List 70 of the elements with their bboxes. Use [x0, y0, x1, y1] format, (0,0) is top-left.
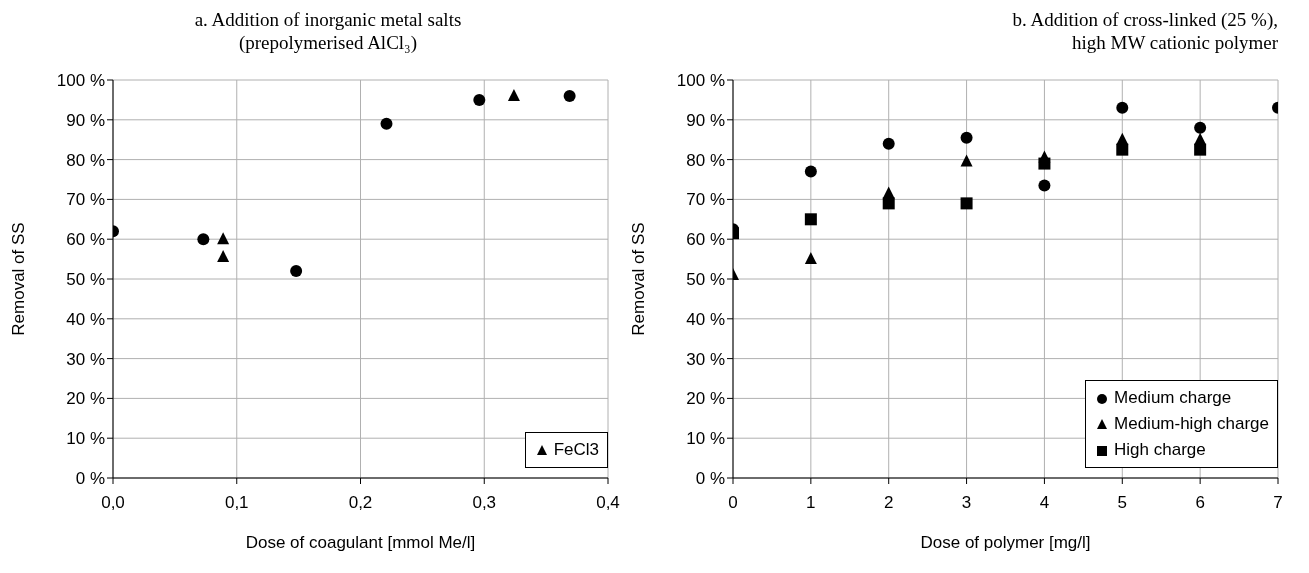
point — [960, 154, 973, 167]
x-tick-label: 0,3 — [472, 493, 497, 513]
y-tick-label: 60 % — [686, 230, 725, 250]
y-tick-label: 70 % — [686, 190, 725, 210]
y-tick-label: 0 % — [75, 469, 105, 489]
x-tick-label: 3 — [961, 493, 972, 513]
y-tick-label: 100 % — [56, 71, 105, 91]
y-tick-label: 50 % — [66, 270, 105, 290]
point — [960, 197, 973, 210]
y-tick-label: 20 % — [66, 389, 105, 409]
x-tick-label: 0,2 — [348, 493, 373, 513]
point — [882, 197, 895, 210]
point — [1116, 132, 1129, 145]
point — [804, 213, 817, 226]
point — [960, 131, 973, 144]
y-tick-label: 50 % — [686, 270, 725, 290]
y-tick-label: 40 % — [66, 309, 105, 329]
y-tick-label: 20 % — [686, 389, 725, 409]
x-tick-label: 0,1 — [224, 493, 249, 513]
y-tick-label: 10 % — [686, 429, 725, 449]
y-tick-label: 10 % — [66, 429, 105, 449]
point — [1194, 143, 1207, 156]
chart-title: a. Addition of inorganic metal salts (prepolymerised AlCl₃) — [193, 8, 463, 54]
point — [1194, 121, 1207, 134]
point — [563, 89, 576, 102]
y-tick-label: 30 % — [686, 349, 725, 369]
point — [1194, 132, 1207, 145]
point — [804, 252, 817, 265]
legend-label: High charge — [1114, 439, 1206, 461]
x-tick-label: 0,0 — [101, 493, 125, 513]
point — [197, 233, 210, 246]
y-tick-label: 80 % — [66, 150, 105, 170]
point — [882, 137, 895, 150]
point — [473, 93, 486, 106]
y-tick-label: 100 % — [676, 71, 725, 91]
chart-title: b. Addition of cross-linked (25 %), high MW cationic polymer — [1011, 8, 1278, 54]
y-tick-label: 90 % — [686, 110, 725, 130]
y-tick-label: 80 % — [686, 150, 725, 170]
x-tick-label: 0,4 — [596, 493, 620, 513]
x-tick-label: 0 — [728, 493, 738, 513]
point — [1038, 179, 1051, 192]
x-tick-label: 5 — [1117, 493, 1128, 513]
y-axis-title: Removal of SS — [9, 222, 29, 336]
point — [1116, 143, 1129, 156]
x-tick-label: 4 — [1039, 493, 1050, 513]
legend-label: FeCl3 — [553, 439, 599, 461]
point — [217, 232, 230, 245]
point — [1038, 150, 1051, 163]
point — [380, 117, 393, 130]
point — [882, 186, 895, 199]
legend-label: Medium charge — [1114, 387, 1232, 409]
y-tick-label: 0 % — [695, 469, 725, 489]
x-tick-label: 7 — [1273, 493, 1283, 513]
y-axis-title: Removal of SS — [629, 222, 649, 336]
point — [1116, 101, 1129, 114]
y-tick-label: 40 % — [686, 309, 725, 329]
point — [290, 265, 303, 278]
point — [804, 165, 817, 178]
point — [217, 250, 230, 263]
x-axis-title: Dose of coagulant [mmol Me/l] — [245, 533, 476, 552]
y-tick-label: 70 % — [66, 190, 105, 210]
legend-label: Medium-high charge — [1114, 413, 1269, 435]
x-tick-label: 6 — [1195, 493, 1205, 513]
x-tick-label: 2 — [883, 493, 894, 513]
y-tick-label: 60 % — [66, 230, 105, 250]
y-tick-label: 30 % — [66, 349, 105, 369]
x-tick-label: 1 — [806, 493, 816, 513]
x-axis-title: Dose of polymer [mg/l] — [920, 533, 1091, 552]
y-tick-label: 90 % — [66, 110, 105, 130]
point — [507, 88, 520, 101]
